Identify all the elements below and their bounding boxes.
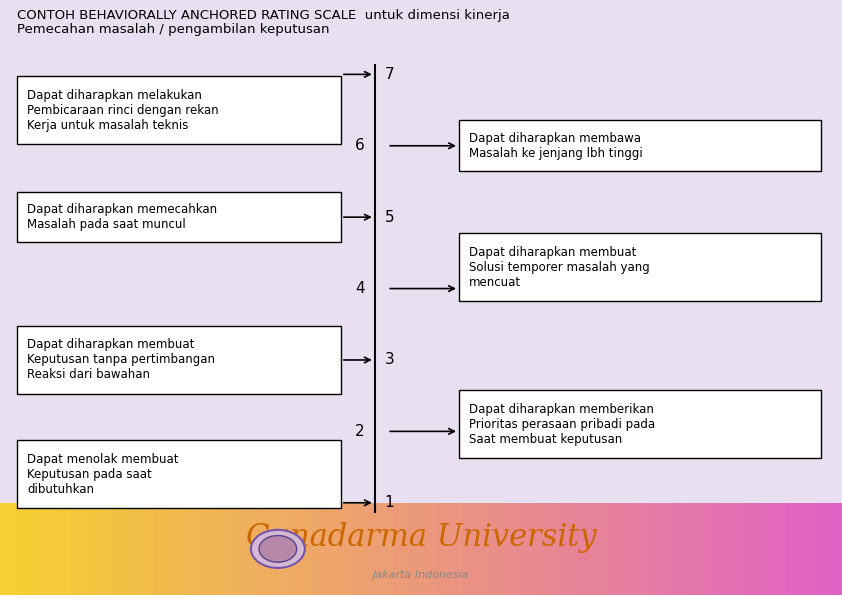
Polygon shape — [365, 503, 379, 595]
Polygon shape — [28, 503, 42, 595]
Polygon shape — [154, 503, 168, 595]
Polygon shape — [520, 503, 533, 595]
Polygon shape — [491, 503, 505, 595]
Polygon shape — [99, 503, 112, 595]
Polygon shape — [632, 503, 646, 595]
Polygon shape — [505, 503, 520, 595]
Polygon shape — [309, 503, 322, 595]
Polygon shape — [183, 503, 196, 595]
Text: Dapat diharapkan memberikan
Prioritas perasaan pribadi pada
Saat membuat keputus: Dapat diharapkan memberikan Prioritas pe… — [469, 403, 655, 446]
Polygon shape — [112, 503, 126, 595]
Polygon shape — [547, 503, 562, 595]
Text: 3: 3 — [385, 352, 395, 368]
Polygon shape — [351, 503, 365, 595]
Polygon shape — [772, 503, 786, 595]
Text: Dapat diharapkan membawa
Masalah ke jenjang lbh tinggi: Dapat diharapkan membawa Masalah ke jenj… — [469, 131, 642, 160]
Polygon shape — [141, 503, 154, 595]
Polygon shape — [42, 503, 56, 595]
Text: Dapat diharapkan melakukan
Pembicaraan rinci dengan rekan
Kerja untuk masalah te: Dapat diharapkan melakukan Pembicaraan r… — [27, 89, 219, 131]
Text: 4: 4 — [355, 281, 365, 296]
Polygon shape — [253, 503, 267, 595]
Text: Dapat diharapkan membuat
Keputusan tanpa pertimbangan
Reaksi dari bawahan: Dapat diharapkan membuat Keputusan tanpa… — [27, 339, 215, 381]
FancyBboxPatch shape — [459, 390, 821, 458]
Text: 1: 1 — [385, 495, 394, 511]
Polygon shape — [743, 503, 758, 595]
Circle shape — [259, 536, 296, 562]
Polygon shape — [688, 503, 701, 595]
Text: Pemecahan masalah / pengambilan keputusan: Pemecahan masalah / pengambilan keputusa… — [17, 23, 329, 36]
Text: Dapat menolak membuat
Keputusan pada saat
dibutuhkan: Dapat menolak membuat Keputusan pada saa… — [27, 453, 179, 496]
Polygon shape — [646, 503, 659, 595]
Polygon shape — [196, 503, 210, 595]
Polygon shape — [421, 503, 435, 595]
Polygon shape — [814, 503, 828, 595]
Polygon shape — [280, 503, 295, 595]
Text: 5: 5 — [385, 209, 394, 225]
FancyBboxPatch shape — [459, 233, 821, 302]
Polygon shape — [435, 503, 449, 595]
Polygon shape — [701, 503, 716, 595]
Polygon shape — [604, 503, 617, 595]
FancyBboxPatch shape — [17, 76, 341, 144]
Text: Dapat diharapkan membuat
Solusi temporer masalah yang
mencuat: Dapat diharapkan membuat Solusi temporer… — [469, 246, 650, 289]
Polygon shape — [322, 503, 337, 595]
Polygon shape — [716, 503, 730, 595]
Polygon shape — [267, 503, 280, 595]
Polygon shape — [786, 503, 800, 595]
Polygon shape — [477, 503, 491, 595]
Polygon shape — [674, 503, 688, 595]
Polygon shape — [533, 503, 547, 595]
Circle shape — [251, 530, 305, 568]
Polygon shape — [337, 503, 351, 595]
Polygon shape — [0, 503, 14, 595]
Polygon shape — [238, 503, 253, 595]
Polygon shape — [562, 503, 575, 595]
Polygon shape — [758, 503, 772, 595]
Polygon shape — [730, 503, 743, 595]
FancyBboxPatch shape — [459, 120, 821, 171]
Polygon shape — [463, 503, 477, 595]
Polygon shape — [800, 503, 814, 595]
Polygon shape — [126, 503, 141, 595]
Polygon shape — [589, 503, 604, 595]
Text: 7: 7 — [385, 67, 394, 82]
Text: Dapat diharapkan memecahkan
Masalah pada saat muncul: Dapat diharapkan memecahkan Masalah pada… — [27, 203, 217, 231]
FancyBboxPatch shape — [17, 325, 341, 394]
Text: 6: 6 — [354, 138, 365, 154]
Polygon shape — [14, 503, 28, 595]
Polygon shape — [56, 503, 70, 595]
Text: Gunadarma University: Gunadarma University — [246, 522, 596, 553]
Polygon shape — [659, 503, 674, 595]
Polygon shape — [84, 503, 99, 595]
Text: Jakarta Indonesia: Jakarta Indonesia — [373, 569, 469, 580]
Polygon shape — [575, 503, 589, 595]
Polygon shape — [295, 503, 309, 595]
Polygon shape — [407, 503, 421, 595]
Text: 2: 2 — [355, 424, 365, 439]
Text: CONTOH BEHAVIORALLY ANCHORED RATING SCALE  untuk dimensi kinerja: CONTOH BEHAVIORALLY ANCHORED RATING SCAL… — [17, 9, 509, 22]
Polygon shape — [210, 503, 225, 595]
Polygon shape — [168, 503, 183, 595]
FancyBboxPatch shape — [17, 440, 341, 508]
Polygon shape — [70, 503, 84, 595]
Polygon shape — [449, 503, 463, 595]
Polygon shape — [393, 503, 407, 595]
Polygon shape — [225, 503, 238, 595]
FancyBboxPatch shape — [17, 192, 341, 243]
Polygon shape — [617, 503, 632, 595]
Polygon shape — [828, 503, 842, 595]
Polygon shape — [379, 503, 393, 595]
